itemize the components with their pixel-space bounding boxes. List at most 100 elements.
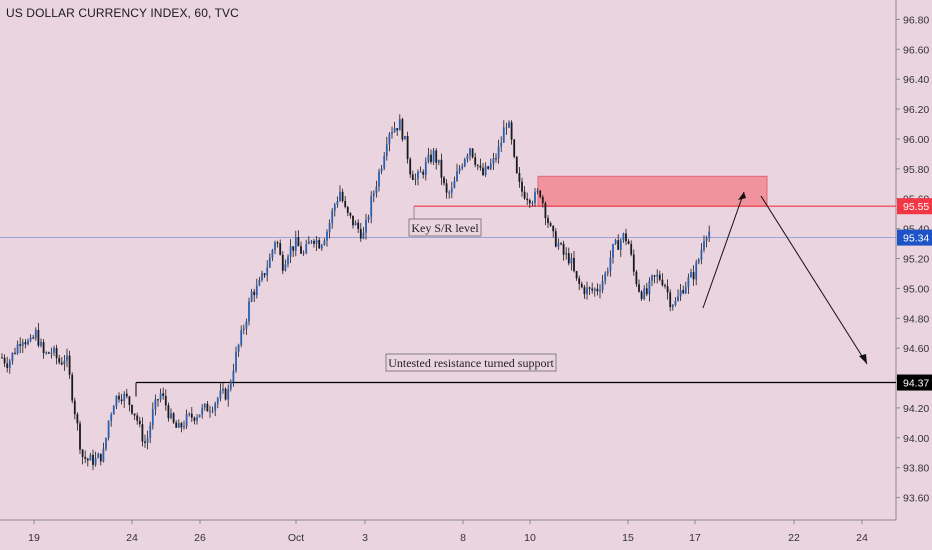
candle-body-up	[708, 231, 711, 238]
candle-body-down	[575, 271, 578, 279]
candle-body-up	[497, 146, 500, 159]
candle-body-down	[357, 222, 360, 229]
candle-body-down	[411, 174, 414, 180]
time-axis: 19 24 26 Oct 3 8 10 15 17 22 24	[28, 520, 868, 544]
down-arrow-head	[859, 354, 867, 364]
candle-body-down	[3, 357, 6, 364]
candle-body-down	[76, 414, 79, 424]
candle-body-down	[128, 396, 131, 405]
candle-body-down	[549, 223, 552, 226]
candle-body-down	[625, 233, 627, 242]
candle-body-down	[521, 181, 523, 192]
candle-body-down	[544, 203, 547, 219]
time-tick-label: 10	[524, 532, 536, 544]
candle-body-up	[383, 155, 386, 169]
candle-body-down	[32, 337, 35, 339]
candle-body-down	[131, 404, 133, 414]
candle-body-down	[81, 449, 84, 457]
candle-body-down	[190, 413, 193, 418]
candle-body-down	[476, 164, 479, 166]
candle-body-down	[661, 279, 664, 286]
candle-body-up	[248, 301, 250, 322]
candle-body-down	[157, 399, 159, 401]
candle-body-up	[705, 237, 708, 241]
candle-body-up	[227, 388, 230, 400]
candle-body-down	[495, 158, 497, 160]
price-tick-label: 96.00	[903, 134, 929, 146]
candle-body-down	[136, 415, 139, 421]
candle-body-up	[461, 166, 464, 169]
candle-body-up	[432, 150, 435, 163]
candle-body-down	[583, 287, 586, 295]
candle-body-down	[118, 395, 120, 400]
candle-body-up	[16, 344, 19, 354]
candle-body-down	[279, 243, 282, 255]
candle-body-down	[409, 159, 412, 175]
candle-body-up	[333, 204, 336, 211]
candle-body-down	[263, 273, 266, 276]
candle-body-up	[619, 240, 622, 250]
candle-body-down	[443, 177, 445, 184]
candle-body-up	[565, 253, 568, 255]
candle-body-down	[445, 183, 448, 193]
candle-body-down	[55, 348, 58, 359]
candle-body-up	[261, 273, 263, 281]
price-tick-label: 94.00	[903, 433, 929, 445]
candle-body-up	[154, 399, 157, 410]
candle-body-up	[684, 286, 687, 294]
price-tick-label: 96.40	[903, 74, 929, 86]
candle-body-down	[84, 456, 87, 459]
time-tick-label: 17	[689, 532, 701, 544]
candle-body-up	[198, 414, 201, 418]
candle-body-up	[203, 403, 206, 408]
candle-body-up	[427, 154, 430, 162]
candle-body-up	[177, 423, 180, 428]
candle-body-up	[593, 288, 596, 291]
candle-body-up	[609, 257, 612, 272]
candle-body-down	[591, 288, 594, 291]
candle-body-down	[471, 148, 474, 158]
up-projection-line	[702, 191, 745, 309]
candle-body-down	[573, 257, 575, 272]
candle-body-down	[539, 190, 542, 198]
candle-body-up	[505, 127, 508, 129]
candle-body-down	[120, 399, 123, 402]
price-tick-label: 95.20	[903, 254, 929, 266]
candle-body-down	[422, 171, 425, 175]
candle-body-up	[123, 393, 126, 402]
candle-body-up	[419, 171, 422, 173]
candle-body-up	[336, 201, 339, 205]
candle-body-up	[456, 171, 458, 181]
price-tag-label: 94.37	[903, 378, 929, 390]
candle-body-up	[237, 344, 240, 352]
candle-body-down	[588, 287, 591, 289]
supply-zone-layer	[537, 175, 768, 207]
candle-body-up	[27, 340, 29, 345]
price-tag-label: 95.34	[903, 233, 929, 245]
candle-body-up	[112, 406, 115, 415]
candle-body-up	[484, 166, 487, 176]
price-tag-bg	[897, 374, 932, 391]
candle-body-up	[466, 155, 469, 159]
candle-body-down	[666, 286, 669, 293]
candle-body-up	[94, 458, 97, 465]
candle-body-up	[424, 161, 427, 175]
candle-body-down	[482, 167, 484, 176]
candle-body-up	[570, 257, 573, 264]
candle-body-up	[107, 420, 110, 438]
candle-body-up	[219, 390, 222, 399]
candle-body-down	[630, 244, 633, 255]
candle-body-down	[523, 191, 526, 199]
key-sr-label-box	[408, 218, 482, 237]
candle-body-up	[284, 264, 287, 271]
candle-body-up	[310, 240, 313, 242]
candle-body-up	[534, 192, 536, 204]
candle-body-down	[138, 420, 141, 425]
candle-body-down	[92, 454, 94, 465]
candle-body-up	[385, 144, 388, 156]
candle-body-up	[294, 237, 297, 251]
candle-body-up	[651, 275, 653, 281]
price-tick-label: 94.20	[903, 403, 929, 415]
candle-body-up	[448, 192, 451, 194]
